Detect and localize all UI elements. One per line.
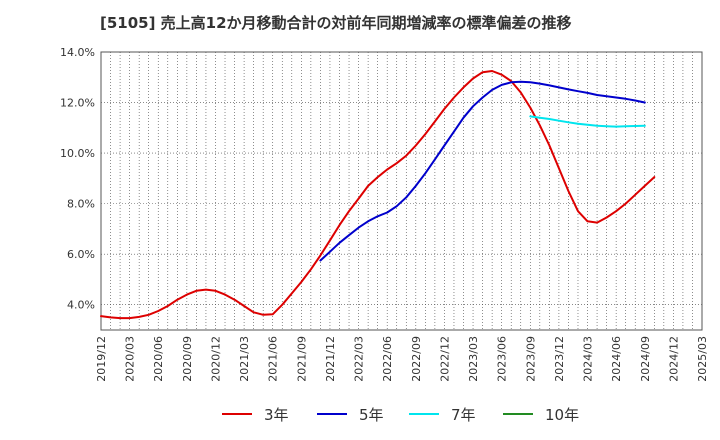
y-tick-label: 6.0% (67, 248, 95, 261)
legend-label: 10年 (545, 406, 580, 424)
y-tick-label: 4.0% (67, 299, 95, 312)
x-tick-label: 2022/03 (353, 336, 366, 382)
tick-labels: 4.0% 6.0% 8.0% 10.0% 12.0% 14.0% 2019/12 2020/0… (60, 46, 709, 382)
x-tick-label: 2024/12 (667, 336, 680, 382)
series-line-2 (529, 115, 646, 128)
y-tick-label: 10.0% (60, 147, 95, 160)
x-tick-label: 2021/03 (238, 336, 251, 382)
x-tick-label: 2019/12 (95, 336, 108, 382)
legend-swatch (409, 413, 439, 415)
x-tick-label: 2021/09 (295, 336, 308, 382)
legend-swatch (222, 413, 252, 415)
x-tick-label: 2021/06 (267, 336, 280, 382)
legend-label: 7年 (451, 406, 476, 424)
x-tick-label: 2021/12 (324, 336, 337, 382)
x-tick-label: 2020/03 (124, 336, 137, 382)
x-tick-label: 2024/09 (639, 336, 652, 382)
grid (101, 51, 702, 330)
y-tick-label: 12.0% (60, 97, 95, 110)
x-tick-label: 2022/09 (410, 336, 423, 382)
series-line-1 (319, 80, 646, 262)
legend-swatch (317, 413, 347, 415)
legend-label: 5年 (359, 406, 384, 424)
legend: 3年 5年 7年 10年 (0, 402, 720, 426)
legend-label: 3年 (264, 406, 289, 424)
y-tick-label: 8.0% (67, 198, 95, 211)
x-tick-label: 2023/09 (524, 336, 537, 382)
axes (100, 51, 703, 331)
plot-frame (100, 51, 703, 331)
x-tick-label: 2020/09 (181, 336, 194, 382)
series-lines (100, 70, 656, 320)
x-tick-label: 2022/12 (438, 336, 451, 382)
series-line-0 (100, 70, 656, 320)
legend-swatch (503, 413, 533, 415)
x-tick-label: 2025/03 (696, 336, 709, 382)
x-tick-label: 2023/12 (553, 336, 566, 382)
x-tick-label: 2020/12 (209, 336, 222, 382)
x-tick-label: 2024/03 (582, 336, 595, 382)
x-tick-label: 2020/06 (152, 336, 165, 382)
x-tick-label: 2023/06 (496, 336, 509, 382)
x-tick-label: 2022/06 (381, 336, 394, 382)
x-tick-label: 2024/06 (610, 336, 623, 382)
x-tick-label: 2023/03 (467, 336, 480, 382)
y-tick-label: 14.0% (60, 46, 95, 59)
chart-title: [5105] 売上高12か月移動合計の対前年同期増減率の標準偏差の推移 (100, 14, 572, 32)
